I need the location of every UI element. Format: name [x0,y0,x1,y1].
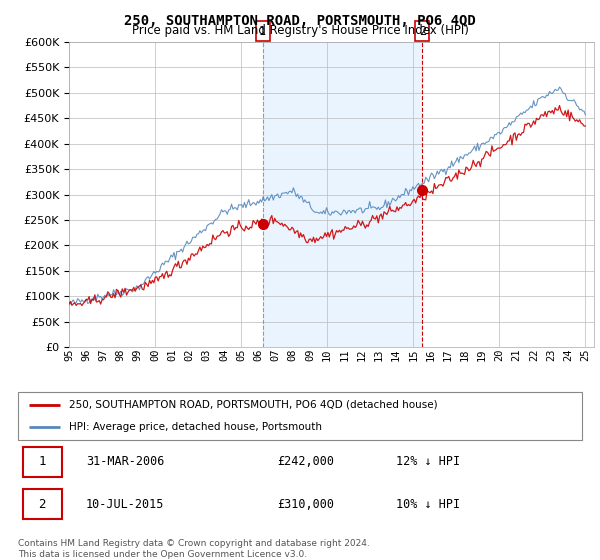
Text: 06: 06 [253,348,263,361]
Text: 08: 08 [288,348,298,361]
Text: 1: 1 [38,455,46,468]
Text: 00: 00 [150,348,160,361]
Text: 03: 03 [202,348,212,361]
Text: 09: 09 [305,348,315,361]
Bar [263,42,422,347]
Text: 250, SOUTHAMPTON ROAD, PORTSMOUTH, PO6 4QD (detached house): 250, SOUTHAMPTON ROAD, PORTSMOUTH, PO6 4… [69,400,437,410]
Text: 04: 04 [219,348,229,361]
Text: 25: 25 [580,348,590,361]
Text: 22: 22 [529,348,539,361]
Text: 18: 18 [460,348,470,361]
Text: 21: 21 [512,348,521,361]
Text: 10% ↓ HPI: 10% ↓ HPI [396,498,460,511]
Text: 2: 2 [38,498,46,511]
Text: 14: 14 [391,348,401,361]
Text: 02: 02 [184,348,194,361]
Text: 10: 10 [322,348,332,361]
Text: 05: 05 [236,348,246,361]
Text: 250, SOUTHAMPTON ROAD, PORTSMOUTH, PO6 4QD: 250, SOUTHAMPTON ROAD, PORTSMOUTH, PO6 4… [124,14,476,28]
Text: 01: 01 [167,348,177,361]
Text: 99: 99 [133,348,143,361]
Text: 24: 24 [563,348,573,361]
Text: 07: 07 [271,348,281,361]
Text: Price paid vs. HM Land Registry's House Price Index (HPI): Price paid vs. HM Land Registry's House … [131,24,469,37]
Text: Contains HM Land Registry data © Crown copyright and database right 2024.
This d: Contains HM Land Registry data © Crown c… [18,539,370,559]
Text: £242,000: £242,000 [277,455,334,468]
Text: 23: 23 [546,348,556,361]
Text: 16: 16 [425,348,436,361]
Text: 11: 11 [340,348,349,361]
FancyBboxPatch shape [18,392,582,440]
Text: 98: 98 [116,348,125,361]
Text: 95: 95 [64,348,74,361]
Text: £310,000: £310,000 [277,498,334,511]
Text: 2: 2 [419,25,426,38]
Text: 12% ↓ HPI: 12% ↓ HPI [396,455,460,468]
Text: 12: 12 [356,348,367,361]
Text: 15: 15 [408,348,418,361]
Text: 17: 17 [443,348,452,361]
Text: 96: 96 [81,348,91,361]
Text: 20: 20 [494,348,505,361]
Text: HPI: Average price, detached house, Portsmouth: HPI: Average price, detached house, Port… [69,422,322,432]
Text: 1: 1 [259,25,266,38]
Text: 10-JUL-2015: 10-JUL-2015 [86,498,164,511]
FancyBboxPatch shape [23,447,62,477]
Text: 97: 97 [98,348,109,361]
Text: 13: 13 [374,348,384,361]
FancyBboxPatch shape [23,489,62,519]
Text: 19: 19 [477,348,487,361]
Text: 31-MAR-2006: 31-MAR-2006 [86,455,164,468]
